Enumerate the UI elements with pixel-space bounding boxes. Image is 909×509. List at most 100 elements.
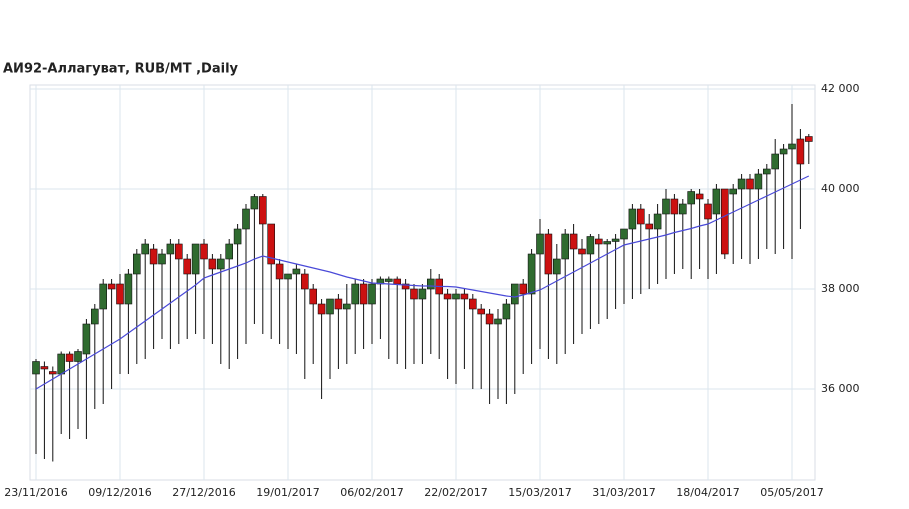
candle-body [384, 278, 393, 282]
candle-body [74, 351, 82, 362]
candle-body [200, 243, 208, 260]
candle-body [40, 366, 49, 370]
candle-body [779, 148, 788, 155]
x-tick-label: 05/05/2017 [760, 486, 823, 499]
candle-body [729, 188, 738, 195]
candle-body [796, 138, 805, 165]
candle-body [594, 238, 603, 245]
candle-body [183, 258, 191, 275]
x-tick-label: 31/03/2017 [592, 486, 655, 499]
candle-body [494, 318, 502, 325]
candle-body [309, 288, 318, 305]
candle-body [175, 243, 183, 260]
candle-body [57, 353, 66, 375]
x-tick-label: 27/12/2016 [172, 486, 235, 499]
candle-body [561, 233, 570, 260]
candle-body [662, 198, 670, 215]
candle-body [275, 263, 284, 280]
y-tick-label: 36 000 [821, 382, 860, 395]
candle-body [208, 258, 217, 270]
candle-body [746, 178, 754, 190]
candle-body [267, 223, 276, 265]
candle-body [569, 233, 578, 250]
x-tick-label: 22/02/2017 [424, 486, 487, 499]
candle-body [519, 283, 528, 295]
candle-body [191, 243, 200, 275]
candle-body [334, 298, 343, 310]
candle-body [510, 283, 519, 305]
candle-body [527, 253, 536, 295]
candle-body [443, 293, 452, 300]
moving-average [35, 175, 810, 390]
candle-body [149, 248, 158, 265]
candle-body [82, 323, 91, 355]
candle-body [771, 153, 780, 170]
candle-body [166, 243, 175, 255]
candle-body [804, 136, 813, 142]
x-tick-label: 23/11/2016 [4, 486, 67, 499]
candle-body [32, 361, 40, 375]
candle-body [401, 283, 410, 290]
candle-body [586, 236, 595, 255]
candle-body [133, 253, 141, 275]
candle-body [418, 288, 427, 300]
candle-body [712, 188, 721, 215]
candle-body [124, 273, 133, 305]
candle-body [678, 203, 687, 215]
x-tick-label: 06/02/2017 [340, 486, 403, 499]
candle-body [48, 371, 57, 375]
candle-body [762, 168, 771, 175]
candle-body [754, 173, 763, 190]
candle-body [250, 196, 259, 210]
candle-body [653, 213, 662, 230]
candle-body [460, 293, 469, 300]
candle-body [611, 238, 620, 242]
candle-body [99, 283, 107, 310]
candle-body [233, 228, 242, 245]
candle-body [317, 303, 326, 315]
candle-body [410, 288, 418, 300]
candle-body [704, 203, 712, 220]
y-tick-label: 38 000 [821, 282, 860, 295]
candle-body [284, 273, 292, 280]
candle-body [452, 293, 460, 300]
x-tick-label: 09/12/2016 [88, 486, 151, 499]
candle-body [258, 196, 267, 225]
candle-body [368, 283, 376, 305]
candle-body [636, 208, 645, 225]
candle-body [141, 243, 149, 255]
candle-body [242, 208, 250, 230]
candle-body [359, 283, 368, 305]
candle-body [342, 303, 351, 310]
candle-body [292, 268, 301, 275]
y-tick-label: 40 000 [821, 182, 860, 195]
x-tick-label: 15/03/2017 [508, 486, 571, 499]
candle-body [645, 223, 654, 230]
candle-body [578, 248, 586, 255]
candle-body [393, 278, 402, 285]
candle-body [603, 241, 612, 245]
candle-body [670, 198, 679, 215]
candle-body [788, 143, 796, 150]
candle-body [502, 303, 511, 320]
candle-body [300, 273, 309, 290]
candle-body [737, 178, 746, 190]
candle-body [620, 228, 628, 240]
candle-body [485, 313, 494, 325]
candle-body [65, 353, 74, 362]
candle-body [544, 233, 553, 275]
candle-body [536, 233, 544, 255]
candle-body [351, 283, 360, 305]
candle-body [116, 283, 124, 305]
candle-body [426, 278, 435, 290]
candle-body [326, 298, 334, 315]
candle-body [217, 258, 225, 270]
plot-area [29, 84, 816, 481]
candle-body [628, 208, 637, 230]
candle-body [477, 308, 486, 315]
candle-body [695, 193, 704, 200]
x-tick-label: 18/04/2017 [676, 486, 739, 499]
candle-body [468, 298, 477, 310]
candle-body [158, 253, 166, 265]
